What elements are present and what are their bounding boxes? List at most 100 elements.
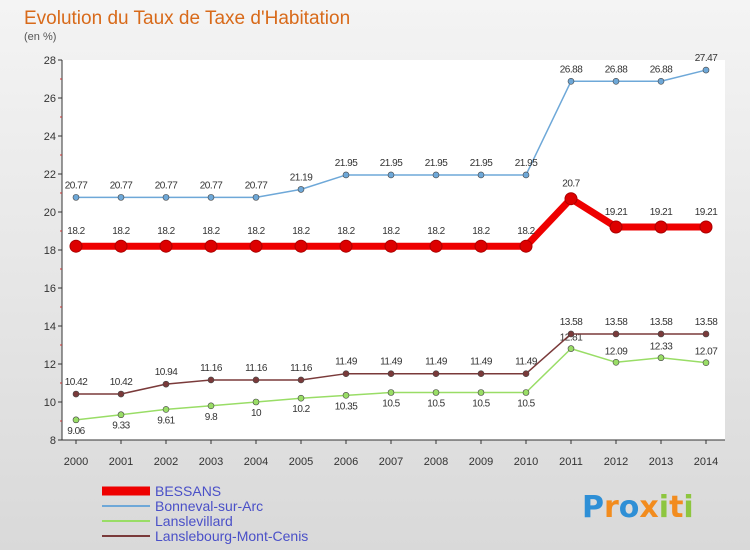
data-label: 21.95 [335,158,358,169]
data-point [432,370,440,377]
data-point [342,171,350,179]
data-label: 18.2 [67,226,85,237]
data-label: 19.21 [650,207,673,218]
data-point [567,345,575,352]
data-label: 12.07 [695,347,718,358]
legend-label: Lanslebourg-Mont-Cenis [155,528,308,544]
data-point [72,416,80,424]
data-point [204,239,218,253]
data-label: 21.95 [380,158,403,169]
data-point [657,77,665,85]
data-label: 11.16 [245,363,268,374]
data-label: 10.94 [155,367,178,378]
data-label: 13.58 [560,317,583,328]
data-label: 20.7 [562,179,580,190]
y-tick-label: 12 [44,359,56,371]
data-point [432,171,440,179]
logo-letter: o [619,490,640,525]
chart-unit: (en %) [24,31,56,43]
data-label: 18.2 [112,226,130,237]
data-label: 19.21 [695,207,718,218]
data-point [612,77,620,85]
data-label: 10.5 [472,399,490,410]
x-tick-label: 2005 [289,456,313,468]
data-point [612,330,620,338]
data-label: 18.2 [427,226,445,237]
data-label: 9.33 [112,421,130,432]
data-point [522,171,530,179]
data-label: 20.77 [245,180,268,191]
data-label: 18.2 [472,226,490,237]
data-label: 11.49 [335,357,358,368]
data-label: 9.8 [205,412,218,423]
data-label: 10.5 [427,399,445,410]
series-lanslebourg-mont-cenis: 10.42 10.42 10.94 11.16 11.16 11.16 11.49 11.49… [65,317,719,398]
series-bonneval-sur-arc: 20.77 20.77 20.77 20.77 20.77 21.19 21.95 21.95… [65,53,719,201]
data-point [69,239,83,253]
data-label: 26.88 [605,64,628,75]
data-label: 10.35 [335,401,358,412]
x-tick-label: 2014 [694,456,718,468]
data-point [252,376,260,384]
y-tick-label: 24 [44,131,56,143]
data-point [207,376,215,384]
data-point [117,390,125,398]
data-label: 12.33 [650,342,673,353]
legend-label: BESSANS [155,483,221,499]
data-point [522,389,530,396]
legend-label: Bonneval-sur-Arc [155,498,263,514]
data-point [294,239,308,253]
data-point [702,66,710,74]
y-tick-label: 10 [44,397,56,409]
y-tick-label: 8 [50,435,56,447]
data-point [117,411,125,419]
data-label: 18.2 [337,226,355,237]
data-label: 13.58 [695,317,718,328]
x-tick-label: 2004 [244,456,268,468]
data-point [297,394,305,402]
data-label: 10.5 [517,399,535,410]
data-point [297,186,305,193]
logo-letter: r [604,490,619,525]
data-point [432,389,440,396]
y-tick-label: 28 [44,55,56,67]
data-label: 21.19 [290,172,313,183]
y-tick-label: 26 [44,93,56,105]
data-point [657,354,665,362]
proxiti-logo: Proxiti [582,490,694,525]
data-label: 12.09 [605,346,628,357]
data-label: 20.77 [65,180,88,191]
data-point [567,77,575,85]
data-point [162,406,170,413]
data-label: 13.58 [650,317,673,328]
data-point [384,239,398,253]
data-point [252,194,260,201]
data-label: 11.49 [425,357,448,368]
data-label: 21.95 [425,158,448,169]
y-tick-label: 16 [44,283,56,295]
data-point [207,402,215,410]
data-label: 18.2 [247,226,265,237]
data-point [522,370,530,377]
data-point [429,239,443,253]
series-bessans: 18.2 18.2 18.2 18.2 18.2 18.2 18.2 18.2 18.2 18.2… [67,179,719,253]
data-label: 11.16 [200,363,223,374]
logo-letter: x [639,490,658,525]
data-label: 19.21 [605,207,628,218]
logo-letter: i [659,490,669,525]
data-point [609,220,623,234]
x-tick-label: 2008 [424,456,448,468]
data-point [387,171,395,179]
data-label: 18.2 [202,226,220,237]
data-label: 18.2 [382,226,400,237]
data-label: 11.16 [290,363,313,374]
data-label: 10.2 [292,404,310,415]
data-label: 21.95 [470,158,493,169]
data-label: 12.81 [560,333,583,344]
data-point [474,239,488,253]
data-point [702,330,710,338]
data-point [477,370,485,377]
data-point [342,392,350,399]
series-layer: 20.77 20.77 20.77 20.77 20.77 21.19 21.95 21.95… [65,53,719,437]
data-label: 21.95 [515,158,538,169]
